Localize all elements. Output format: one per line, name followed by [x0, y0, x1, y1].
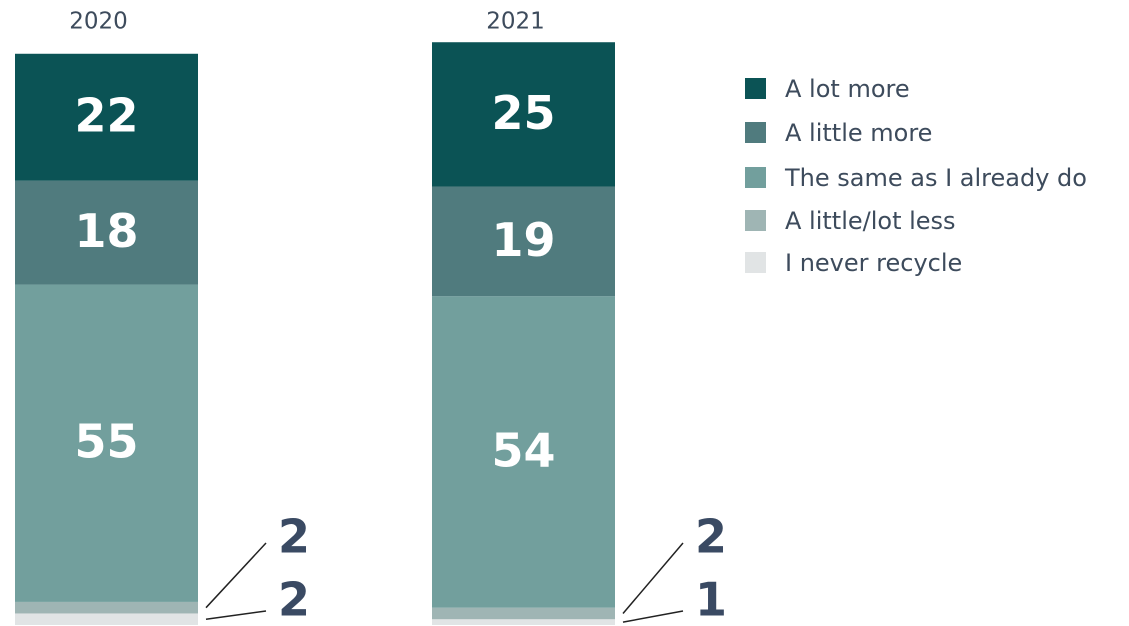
value-label: 2	[695, 510, 727, 564]
legend-swatch	[745, 78, 766, 99]
legend-label: A little/lot less	[785, 207, 956, 235]
legend-swatch	[745, 210, 766, 231]
bar-segment	[432, 296, 615, 608]
value-label: 2	[278, 573, 310, 626]
legend-label: A lot more	[785, 75, 910, 103]
leader-line	[622, 542, 684, 614]
leader-line	[622, 610, 684, 623]
leader-line	[205, 610, 267, 620]
bar-segment	[15, 53, 198, 181]
value-label: 54	[491, 423, 555, 477]
legend-label: The same as I already do	[784, 164, 1087, 192]
legend-swatch	[745, 122, 766, 143]
value-label: 22	[74, 89, 138, 143]
value-label: 19	[491, 213, 555, 267]
value-label: 1	[695, 573, 727, 626]
legend-label: A little more	[785, 119, 932, 147]
value-label: 18	[74, 204, 138, 258]
value-label: 55	[74, 415, 138, 469]
bar-segment	[432, 186, 615, 297]
bar-segment	[15, 601, 198, 614]
bar-segment	[15, 284, 198, 602]
value-label: 25	[491, 86, 555, 140]
bar-segment	[15, 613, 198, 625]
bar-segment	[432, 42, 615, 187]
category-label: 2021	[486, 9, 545, 35]
bar-segment	[15, 180, 198, 285]
legend-swatch	[745, 167, 766, 188]
bar-segment	[432, 607, 615, 620]
bar-segment	[432, 619, 615, 625]
category-label: 2020	[69, 9, 128, 35]
value-label: 2	[278, 510, 310, 564]
legend-label: I never recycle	[785, 249, 962, 277]
leader-line	[205, 542, 267, 609]
legend-swatch	[745, 252, 766, 273]
